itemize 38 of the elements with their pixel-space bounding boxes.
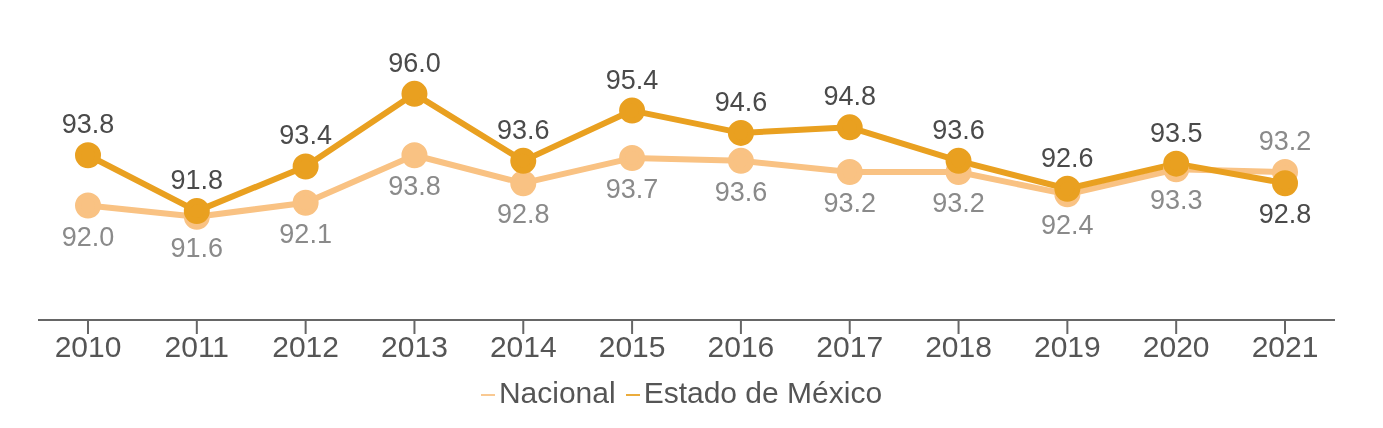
data-label: 91.8 (170, 165, 224, 196)
data-label: 91.6 (170, 232, 224, 263)
data-label: 93.6 (496, 114, 550, 145)
x-tick-label: 2020 (1142, 330, 1210, 364)
data-label: 93.7 (605, 174, 659, 205)
x-tick-label: 2021 (1251, 330, 1319, 364)
data-label: 93.2 (932, 188, 985, 219)
legend-label: Nacional (498, 376, 616, 409)
data-label: 92.0 (61, 221, 115, 252)
data-label: 94.6 (714, 86, 768, 117)
data-label: 94.8 (823, 81, 877, 112)
data-label: 92.1 (279, 218, 332, 249)
data-label: 93.2 (1258, 126, 1312, 157)
data-label: 93.6 (714, 176, 768, 207)
x-tick-label: 2016 (707, 330, 775, 364)
data-label: 92.8 (496, 199, 550, 230)
data-label: 93.3 (1149, 185, 1203, 216)
x-tick-label: 2018 (925, 330, 992, 364)
legend-label: Estado de México (643, 376, 883, 409)
x-tick-label: 2017 (816, 330, 884, 364)
data-label: 93.8 (388, 171, 441, 202)
x-tick-label: 2011 (164, 330, 230, 364)
data-label: 95.4 (605, 64, 659, 95)
x-tick-label: 2013 (381, 330, 448, 364)
data-label: 92.4 (1041, 210, 1094, 241)
data-label: 93.5 (1149, 117, 1203, 148)
data-label: 92.8 (1258, 199, 1312, 230)
x-tick-label: 2010 (54, 330, 122, 364)
x-tick-label: 2019 (1033, 330, 1101, 364)
data-label: 93.6 (932, 114, 985, 145)
data-label: 93.2 (823, 188, 877, 219)
data-label: 93.4 (279, 120, 332, 151)
x-tick-label: 2014 (489, 330, 557, 364)
x-tick-label: 2012 (272, 330, 340, 364)
x-tick-label: 2015 (598, 330, 666, 364)
data-label: 93.8 (61, 109, 115, 140)
data-label: 92.6 (1041, 142, 1094, 173)
data-label: 96.0 (388, 47, 441, 78)
